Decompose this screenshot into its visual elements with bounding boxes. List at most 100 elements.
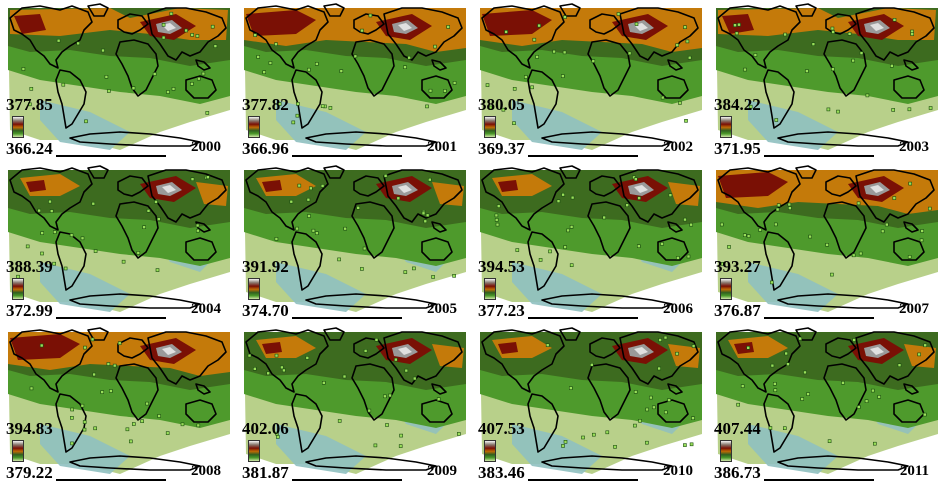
station-marker xyxy=(800,397,804,401)
band-dark-red xyxy=(734,342,754,354)
africa-outline xyxy=(351,201,395,259)
station-marker xyxy=(758,228,762,232)
asia-outline xyxy=(619,169,699,223)
antarctica-outline xyxy=(305,293,437,309)
band-white-peak xyxy=(634,185,648,193)
station-marker xyxy=(206,175,210,179)
station-marker xyxy=(545,343,550,348)
co2-contour-map xyxy=(244,327,466,474)
co2-contour-map xyxy=(244,3,466,150)
station-marker xyxy=(748,104,753,109)
band-dark-red xyxy=(498,342,518,354)
station-marker xyxy=(667,398,671,402)
station-marker xyxy=(907,107,912,112)
station-marker xyxy=(180,422,185,427)
map-panel-2005: 391.92 374.70 2005 xyxy=(236,162,471,323)
band-white-peak xyxy=(162,185,176,193)
station-marker xyxy=(592,432,596,437)
station-marker xyxy=(184,28,188,33)
station-marker xyxy=(70,416,74,420)
band-dark-red xyxy=(14,14,46,34)
africa-outline xyxy=(587,363,631,421)
station-marker xyxy=(917,352,921,357)
color-scale-bar xyxy=(248,278,260,300)
station-marker xyxy=(394,357,398,362)
baseline-rule xyxy=(292,317,402,319)
station-marker xyxy=(563,15,567,19)
station-marker xyxy=(154,200,158,204)
station-marker xyxy=(633,423,637,428)
indonesia-outline xyxy=(195,383,211,395)
station-marker xyxy=(337,419,342,423)
band-dark-red xyxy=(718,172,788,198)
station-marker xyxy=(307,67,311,72)
station-marker xyxy=(736,402,741,407)
band-white-peak xyxy=(870,185,884,193)
station-marker xyxy=(266,371,271,376)
greenland-outline xyxy=(795,165,817,179)
south-america-outline xyxy=(527,231,559,291)
station-marker xyxy=(132,422,136,426)
africa-outline xyxy=(351,363,395,421)
station-marker xyxy=(803,370,807,375)
station-marker xyxy=(865,93,870,98)
station-marker xyxy=(720,222,724,227)
station-marker xyxy=(734,31,739,36)
station-marker xyxy=(385,423,389,427)
station-marker xyxy=(295,226,299,231)
station-marker xyxy=(535,55,539,59)
station-marker xyxy=(495,222,500,227)
baseline-rule xyxy=(56,317,166,319)
south-america-outline xyxy=(55,69,87,129)
station-marker xyxy=(306,197,311,202)
station-marker xyxy=(161,22,166,27)
station-marker xyxy=(798,336,802,341)
antarctica-outline xyxy=(305,131,437,147)
band-dark-red xyxy=(26,180,46,192)
color-scale-bar xyxy=(484,440,496,462)
station-marker xyxy=(658,338,662,342)
map-panel-2011: 407.44 386.73 2011 xyxy=(708,324,942,485)
station-marker xyxy=(742,233,747,237)
co2-contour-map xyxy=(480,327,702,474)
station-marker xyxy=(131,86,136,90)
station-marker xyxy=(383,394,387,399)
asia-outline xyxy=(855,331,935,385)
scale-min-value: 371.95 xyxy=(714,139,761,158)
north-america-outline xyxy=(9,167,93,231)
station-marker xyxy=(52,261,57,266)
station-marker xyxy=(39,343,44,348)
station-marker xyxy=(195,34,200,38)
band-orange-east xyxy=(668,182,700,206)
station-marker xyxy=(746,234,751,238)
map-panel-2000: 377.85 366.24 2000 xyxy=(0,0,235,161)
station-marker xyxy=(566,228,570,233)
station-marker xyxy=(569,386,573,390)
station-marker xyxy=(664,410,668,415)
station-marker xyxy=(70,441,74,446)
band-light-blue xyxy=(748,262,838,312)
scale-max-value: 391.92 xyxy=(242,257,289,276)
indonesia-outline xyxy=(667,221,683,233)
station-marker xyxy=(121,259,126,264)
station-marker xyxy=(538,258,543,262)
station-marker xyxy=(851,58,855,63)
asia-outline xyxy=(147,331,227,385)
africa-outline xyxy=(115,363,159,421)
station-marker xyxy=(436,397,441,401)
station-marker xyxy=(428,88,433,93)
station-marker xyxy=(805,69,809,73)
station-marker xyxy=(157,217,161,221)
station-marker xyxy=(637,244,641,248)
station-marker xyxy=(252,366,257,371)
station-marker xyxy=(205,111,210,115)
station-marker xyxy=(602,215,606,220)
band-white-peak xyxy=(162,347,176,355)
antarctica-outline xyxy=(541,131,673,147)
south-america-outline xyxy=(291,231,323,291)
scale-min-value: 383.46 xyxy=(478,463,525,482)
station-marker xyxy=(166,90,170,94)
station-marker xyxy=(562,50,567,55)
station-marker xyxy=(645,440,649,445)
